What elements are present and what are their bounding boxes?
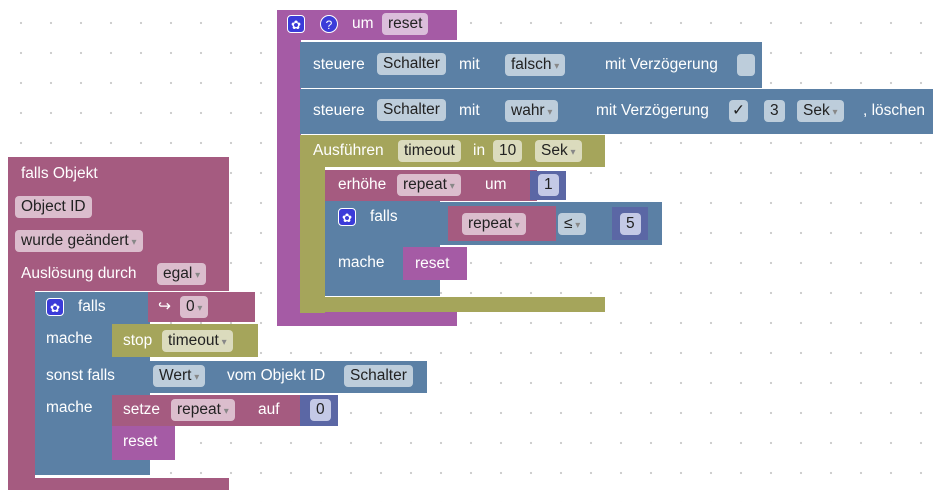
- procedure-spine: [277, 10, 301, 326]
- to-label: auf: [258, 401, 280, 418]
- clear-label: , löschen: [863, 102, 926, 119]
- set-label: setze: [123, 401, 161, 418]
- in-label: in: [473, 142, 486, 159]
- state-dropdown[interactable]: Wert: [153, 365, 206, 387]
- variable-dropdown[interactable]: repeat: [462, 213, 526, 235]
- procedure-name-field[interactable]: reset: [382, 13, 429, 35]
- variable-dropdown[interactable]: repeat: [397, 174, 461, 196]
- delay-amount-field[interactable]: 3: [764, 100, 785, 122]
- value-dropdown[interactable]: falsch: [505, 54, 566, 76]
- increment-label: erhöhe: [338, 176, 387, 193]
- timeout-amount-field[interactable]: 10: [493, 140, 523, 162]
- unit-dropdown[interactable]: Sek: [535, 140, 582, 162]
- event-bottom: [8, 478, 229, 490]
- event-title: falls Objekt: [21, 165, 98, 182]
- variable-dropdown[interactable]: repeat: [171, 399, 235, 421]
- delay-checkbox[interactable]: ✓: [729, 100, 748, 122]
- number-field[interactable]: 5: [620, 213, 641, 235]
- object-id-field[interactable]: Object ID: [15, 196, 92, 218]
- value-dropdown[interactable]: wahr: [505, 100, 559, 122]
- procedure-label: um: [352, 15, 374, 32]
- timeout-bottom: [300, 297, 605, 312]
- value-dropdown[interactable]: 0: [180, 296, 209, 318]
- call-label: reset: [123, 433, 158, 450]
- unit-dropdown[interactable]: Sek: [797, 100, 844, 122]
- delay-label: mit Verzögerung: [596, 102, 709, 119]
- delay-checkbox[interactable]: [737, 54, 755, 76]
- device-field[interactable]: Schalter: [377, 99, 446, 121]
- do-label: mache: [338, 254, 385, 271]
- with-label: mit: [459, 102, 480, 119]
- control-label: steuere: [313, 56, 365, 73]
- timeout-label: Ausführen: [313, 142, 384, 159]
- number-field[interactable]: 1: [538, 174, 559, 196]
- if-label: falls: [370, 208, 398, 225]
- trigger-dropdown[interactable]: egal: [157, 263, 207, 285]
- arrow-icon: ↪: [158, 298, 171, 315]
- gear-icon[interactable]: ✿: [287, 15, 305, 33]
- timeout-spine: [300, 135, 325, 313]
- gear-icon[interactable]: ✿: [46, 298, 64, 316]
- delay-label: mit Verzögerung: [605, 56, 718, 73]
- control-label: steuere: [313, 102, 365, 119]
- gear-icon[interactable]: ✿: [338, 208, 356, 226]
- procedure-bottom: [277, 312, 457, 326]
- number-field[interactable]: 0: [310, 399, 331, 421]
- object-field[interactable]: Schalter: [344, 365, 413, 387]
- if-label: falls: [78, 298, 106, 315]
- operator-dropdown[interactable]: ≤: [558, 213, 587, 235]
- call-reset-block[interactable]: [112, 426, 175, 460]
- timeout-dropdown[interactable]: timeout: [162, 330, 233, 352]
- trigger-label: Auslösung durch: [21, 265, 137, 282]
- change-dropdown[interactable]: wurde geändert: [15, 230, 143, 252]
- do-label: mache: [46, 330, 93, 347]
- call-label: reset: [415, 255, 450, 272]
- elseif-label: sonst falls: [46, 367, 115, 384]
- call-reset-block[interactable]: [403, 247, 467, 280]
- timeout-name-field[interactable]: timeout: [398, 140, 461, 162]
- do-label: mache: [46, 399, 93, 416]
- with-label: mit: [459, 56, 480, 73]
- device-field[interactable]: Schalter: [377, 53, 446, 75]
- from-label: vom Objekt ID: [227, 367, 326, 384]
- by-label: um: [485, 176, 507, 193]
- help-icon[interactable]: ?: [320, 15, 338, 33]
- stop-label: stop: [123, 332, 153, 349]
